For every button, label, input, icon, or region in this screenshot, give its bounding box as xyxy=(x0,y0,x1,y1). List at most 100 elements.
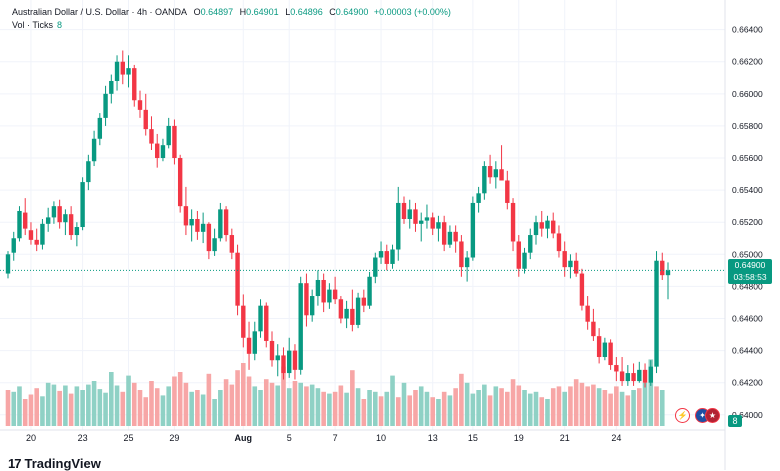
volume-bar xyxy=(189,391,194,426)
candle-body xyxy=(57,206,62,223)
volume-bar xyxy=(579,382,585,426)
candle-body xyxy=(183,206,189,226)
candle-body xyxy=(223,209,229,236)
candle-body xyxy=(132,68,137,101)
volume-bar xyxy=(131,382,137,426)
candle-body xyxy=(361,297,367,306)
candle-body xyxy=(585,305,590,322)
volume-bar xyxy=(91,381,97,426)
volume-bar xyxy=(602,390,608,426)
candle-body xyxy=(28,230,34,240)
volume-bar xyxy=(648,359,654,426)
candle-body xyxy=(608,342,613,366)
volume-legend[interactable]: Vol · Ticks 8 xyxy=(12,20,62,30)
volume-bar xyxy=(499,388,504,426)
us-flag-icon[interactable]: ★ xyxy=(705,408,720,423)
volume-bar xyxy=(195,390,200,426)
candle-body xyxy=(177,158,183,207)
candle-body xyxy=(51,206,57,218)
candle-body xyxy=(493,169,499,178)
candle-body xyxy=(45,217,51,224)
time-tick-label: 15 xyxy=(468,433,478,443)
symbol-legend[interactable]: Australian Dollar / U.S. Dollar · 4h · O… xyxy=(12,7,451,17)
candle-body xyxy=(499,169,504,181)
volume-bar xyxy=(218,390,223,426)
candle-body xyxy=(654,260,659,367)
candlesticks xyxy=(5,50,671,388)
lightning-icon[interactable]: ⚡ xyxy=(675,408,690,423)
price-tick-label: 0.64800 xyxy=(732,281,763,291)
volume-bar xyxy=(407,395,413,426)
volume-bar xyxy=(154,388,160,426)
candle-body xyxy=(11,238,16,253)
candle-body xyxy=(195,219,200,232)
volume-bar xyxy=(63,385,68,426)
volume-bar xyxy=(177,372,183,426)
volume-bar xyxy=(315,388,321,426)
volume-bar xyxy=(527,393,533,426)
high-value: 0.64901 xyxy=(246,7,279,17)
candle-body xyxy=(344,308,349,319)
volume-bar xyxy=(447,395,453,426)
volume-bar xyxy=(80,390,85,426)
candle-body xyxy=(166,125,171,146)
volume-bar xyxy=(476,390,481,426)
time-tick-label: Aug xyxy=(235,433,253,443)
candle-body xyxy=(464,257,470,268)
volume-bar xyxy=(436,399,441,426)
candle-body xyxy=(642,369,648,383)
volume-bar xyxy=(5,390,11,426)
price-tick-label: 0.64200 xyxy=(732,378,763,388)
time-tick-label: 24 xyxy=(611,433,621,443)
candle-body xyxy=(551,220,556,234)
volume-bar xyxy=(40,396,45,426)
volume-bar xyxy=(395,397,401,426)
candle-body xyxy=(568,260,573,268)
volume-bar xyxy=(241,363,246,426)
volume-bar xyxy=(642,382,648,426)
volume-bar xyxy=(424,391,430,426)
candle-body xyxy=(74,227,80,236)
price-axis[interactable]: 0.66400 0.66200 0.66000 0.65800 0.65600 0.654… xyxy=(732,25,763,420)
time-tick-label: 13 xyxy=(428,433,438,443)
change-value: +0.00003 (+0.00%) xyxy=(373,7,451,17)
candle-body xyxy=(103,93,108,118)
candle-body xyxy=(378,251,384,258)
candle-body xyxy=(637,369,642,382)
candle-body xyxy=(505,180,510,203)
low-value: 0.64896 xyxy=(290,7,323,17)
candle-body xyxy=(189,219,194,226)
brand-name: TradingView xyxy=(24,456,101,471)
symbol-title[interactable]: Australian Dollar / U.S. Dollar · 4h · O… xyxy=(12,7,188,17)
tradingview-logo[interactable]: 17 TradingView xyxy=(8,456,101,471)
candle-body xyxy=(17,210,22,239)
candle-body xyxy=(619,371,625,382)
candle-body xyxy=(539,222,544,229)
volume-bar xyxy=(637,388,642,426)
candle-body xyxy=(573,260,579,274)
candle-body xyxy=(5,254,11,274)
time-axis[interactable]: 20 23 25 29 Aug 5 7 10 13 15 19 21 24 xyxy=(26,433,621,443)
volume-bar xyxy=(298,382,303,426)
price-tick-label: 0.65000 xyxy=(732,249,763,259)
price-tick-label: 0.65400 xyxy=(732,185,763,195)
tradingview-logo-icon: 17 xyxy=(8,456,22,471)
candle-body xyxy=(321,279,326,303)
volume-bar xyxy=(505,391,510,426)
candle-body xyxy=(401,202,407,219)
volume-bar xyxy=(418,386,424,426)
volume-bar xyxy=(212,399,217,426)
time-tick-label: 10 xyxy=(376,433,386,443)
candle-body xyxy=(459,241,464,268)
candle-body xyxy=(430,217,435,229)
candle-body xyxy=(252,331,257,354)
candle-body xyxy=(528,235,533,253)
candle-body xyxy=(281,355,286,374)
volume-bar xyxy=(327,393,332,426)
candle-body xyxy=(137,100,143,110)
volume-bar xyxy=(332,391,338,426)
volume-bar xyxy=(57,390,62,426)
price-tick-label: 0.66200 xyxy=(732,57,763,67)
volume-bar xyxy=(68,393,74,426)
